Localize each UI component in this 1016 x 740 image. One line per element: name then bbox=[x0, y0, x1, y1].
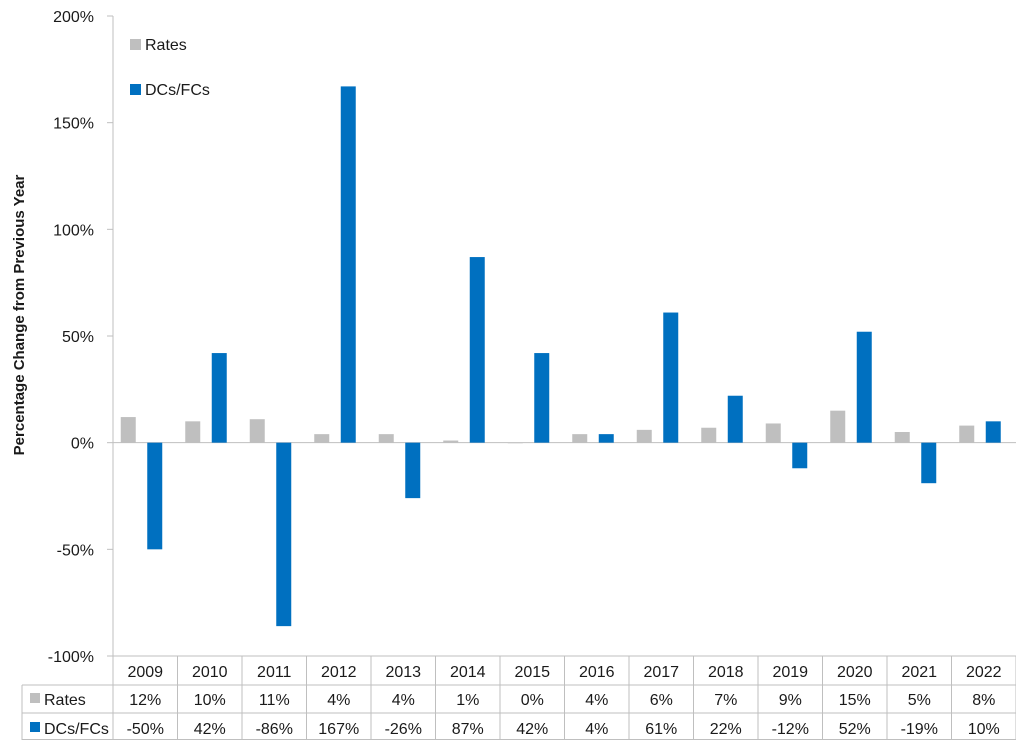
y-tick-label: 150% bbox=[53, 116, 94, 133]
data-label: 9% bbox=[779, 692, 802, 709]
data-label: 22% bbox=[710, 721, 742, 738]
legend-label: DCs/FCs bbox=[145, 82, 210, 99]
bar-dcs-fcs-2015 bbox=[534, 353, 550, 443]
bar-rates-2019 bbox=[765, 423, 781, 443]
bar-rates-2021 bbox=[894, 432, 910, 443]
x-tick-label: 2022 bbox=[966, 664, 1002, 681]
data-label: -12% bbox=[772, 721, 809, 738]
data-label: 0% bbox=[521, 692, 544, 709]
bar-rates-2015 bbox=[507, 442, 523, 444]
bar-rates-2011 bbox=[249, 419, 265, 443]
data-label: 42% bbox=[516, 721, 548, 738]
x-tick-label: 2020 bbox=[837, 664, 873, 681]
x-tick-label: 2012 bbox=[321, 664, 357, 681]
x-tick-label: 2015 bbox=[514, 664, 550, 681]
bar-rates-2018 bbox=[701, 427, 717, 443]
x-tick-label: 2011 bbox=[257, 664, 292, 681]
y-tick-label: 50% bbox=[62, 329, 94, 346]
bar-rates-2009 bbox=[120, 417, 136, 443]
data-label: 6% bbox=[650, 692, 673, 709]
bar-rates-2013 bbox=[378, 434, 394, 443]
legend-label: Rates bbox=[145, 37, 187, 54]
y-axis: -100% -50% 0% 50% 100% 150% 200% bbox=[48, 9, 114, 666]
bar-dcs-fcs-2012 bbox=[340, 86, 356, 443]
data-label: 42% bbox=[194, 721, 226, 738]
table-series-name: Rates bbox=[44, 692, 86, 709]
data-label: -50% bbox=[127, 721, 164, 738]
bar-rates-2016 bbox=[572, 434, 588, 443]
bar-dcs-fcs-2017 bbox=[663, 312, 679, 443]
y-tick-label: 0% bbox=[71, 436, 94, 453]
x-tick-label: 2019 bbox=[772, 664, 808, 681]
bar-rates-2022 bbox=[959, 425, 975, 443]
bar-dcs-fcs-2021 bbox=[921, 442, 937, 484]
data-label: 61% bbox=[645, 721, 677, 738]
x-tick-label: 2021 bbox=[901, 664, 937, 681]
bar-dcs-fcs-2020 bbox=[856, 331, 872, 443]
data-label: 10% bbox=[968, 721, 1000, 738]
y-tick-label: -100% bbox=[48, 649, 94, 666]
x-tick-label: 2014 bbox=[450, 664, 486, 681]
bar-rates-2010 bbox=[185, 421, 201, 443]
data-label: 4% bbox=[585, 692, 608, 709]
x-tick-label: 2009 bbox=[127, 664, 163, 681]
x-tick-label: 2017 bbox=[643, 664, 679, 681]
legend: Rates DCs/FCs bbox=[130, 37, 210, 99]
legend-swatch bbox=[130, 84, 141, 95]
data-table: 2009 2010 2011 2012 2013 2014 2015 2016 2017 2018… bbox=[21, 655, 1016, 740]
data-label: 4% bbox=[392, 692, 415, 709]
data-label: 8% bbox=[972, 692, 995, 709]
y-axis-title: Percentage Change from Previous Year bbox=[11, 175, 28, 456]
legend-swatch bbox=[130, 39, 141, 50]
data-label: 52% bbox=[839, 721, 871, 738]
bar-dcs-fcs-2013 bbox=[405, 442, 421, 499]
bar-dcs-fcs-2010 bbox=[211, 353, 227, 443]
y-tick-label: 200% bbox=[53, 9, 94, 26]
x-tick-label: 2016 bbox=[579, 664, 615, 681]
table-legend-swatch bbox=[30, 693, 40, 703]
data-label: 167% bbox=[318, 721, 359, 738]
data-label: 15% bbox=[839, 692, 871, 709]
bar-dcs-fcs-2019 bbox=[792, 442, 808, 469]
data-label: -19% bbox=[901, 721, 938, 738]
bar-dcs-fcs-2016 bbox=[598, 434, 614, 443]
data-label: 1% bbox=[456, 692, 479, 709]
bar-rates-2017 bbox=[636, 429, 652, 443]
x-tick-label: 2018 bbox=[708, 664, 744, 681]
data-label: 12% bbox=[129, 692, 161, 709]
y-tick-label: 100% bbox=[53, 222, 94, 239]
bar-dcs-fcs-2009 bbox=[147, 442, 163, 550]
data-label: 5% bbox=[908, 692, 931, 709]
data-label: 4% bbox=[327, 692, 350, 709]
bars bbox=[113, 86, 1016, 627]
bar-dcs-fcs-2018 bbox=[727, 395, 743, 443]
data-label: 7% bbox=[714, 692, 737, 709]
y-tick-label: -50% bbox=[57, 542, 94, 559]
bar-dcs-fcs-2022 bbox=[985, 421, 1001, 443]
bar-dcs-fcs-2011 bbox=[276, 442, 292, 627]
data-label: 11% bbox=[259, 692, 290, 709]
table-series-name: DCs/FCs bbox=[44, 721, 109, 738]
bar-rates-2012 bbox=[314, 434, 330, 443]
data-label: 87% bbox=[452, 721, 484, 738]
x-tick-label: 2010 bbox=[192, 664, 228, 681]
table-legend-swatch bbox=[30, 722, 40, 732]
x-tick-label: 2013 bbox=[385, 664, 421, 681]
bar-rates-2020 bbox=[830, 410, 846, 443]
bar-dcs-fcs-2014 bbox=[469, 257, 485, 443]
data-label: -26% bbox=[385, 721, 422, 738]
data-label: 4% bbox=[585, 721, 608, 738]
data-label: -86% bbox=[256, 721, 293, 738]
data-label: 10% bbox=[194, 692, 226, 709]
bar-rates-2014 bbox=[443, 440, 459, 443]
